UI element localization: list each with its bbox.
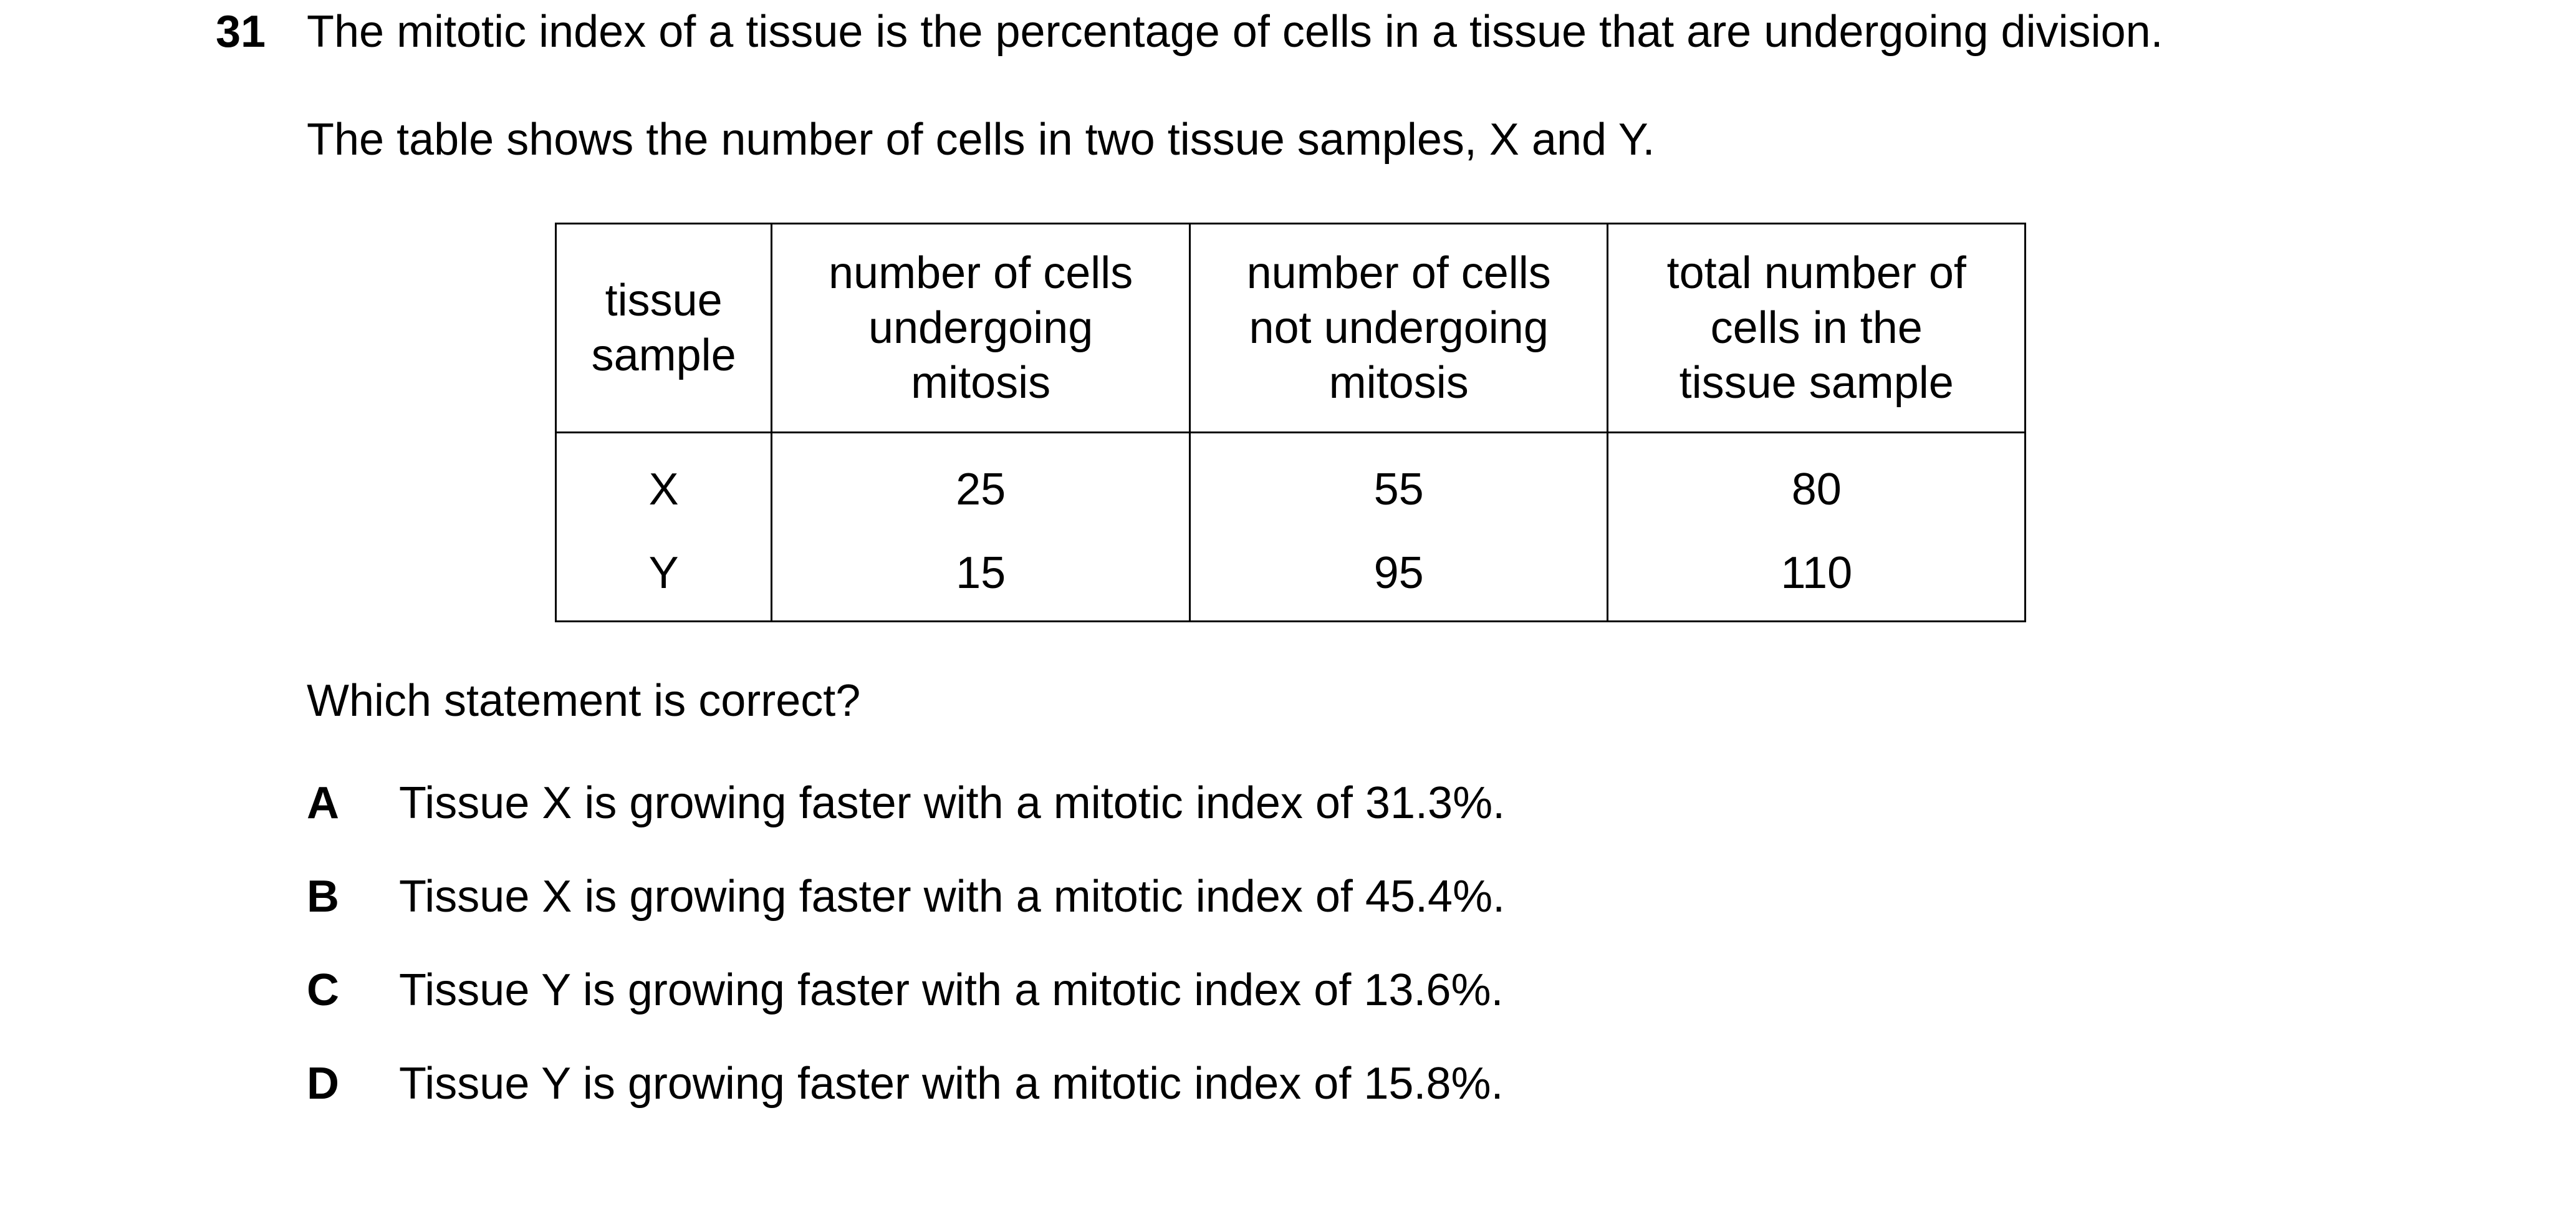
option-d: D Tissue Y is growing faster with a mitot…: [307, 1058, 1504, 1109]
header-line: sample: [591, 330, 736, 380]
option-text: Tissue X is growing faster with a mitoti…: [399, 872, 1506, 922]
table-cell-not-undergoing: 95: [1188, 546, 1609, 622]
option-a: A Tissue X is growing faster with a mitot…: [307, 778, 1505, 829]
header-line: cells in the: [1710, 303, 1923, 353]
option-letter: D: [307, 1059, 339, 1109]
header-line: number of cells: [1246, 248, 1551, 298]
table-row: X 25 55 80: [554, 431, 2026, 546]
header-tissue-sample: tissue sample: [554, 223, 773, 433]
header-line: total number of: [1666, 248, 1966, 298]
header-line: mitosis: [911, 358, 1051, 408]
table-cell-sample: X: [554, 431, 773, 546]
question-number: 31: [216, 7, 266, 57]
option-text: Tissue Y is growing faster with a mitoti…: [399, 1059, 1504, 1109]
question-intro: The table shows the number of cells in t…: [307, 115, 1655, 165]
header-line: not undergoing: [1249, 303, 1549, 353]
header-total-cells: total number of cells in the tissue samp…: [1607, 223, 2026, 433]
option-letter: B: [307, 872, 339, 922]
table-cell-undergoing: 15: [771, 546, 1191, 622]
header-line: number of cells: [829, 248, 1133, 298]
option-letter: A: [307, 778, 339, 828]
table-cell-total: 80: [1607, 431, 2026, 546]
cell-count-table: tissue sample number of cells undergoing…: [554, 223, 2026, 622]
header-line: mitosis: [1329, 358, 1469, 408]
option-c: C Tissue Y is growing faster with a mitot…: [307, 965, 1504, 1016]
table-cell-total: 110: [1607, 546, 2026, 622]
header-line: undergoing: [868, 303, 1093, 353]
option-text: Tissue X is growing faster with a mitoti…: [399, 778, 1506, 828]
header-line: tissue: [605, 276, 723, 325]
table-cell-undergoing: 25: [771, 431, 1191, 546]
option-b: B Tissue X is growing faster with a mitot…: [307, 871, 1505, 922]
table-row: Y 15 95 110: [554, 546, 2026, 622]
table-header-row: tissue sample number of cells undergoing…: [554, 223, 2026, 433]
table-cell-not-undergoing: 55: [1188, 431, 1609, 546]
header-not-undergoing-mitosis: number of cells not undergoing mitosis: [1188, 223, 1609, 433]
option-letter: C: [307, 965, 339, 1015]
question-prompt: Which statement is correct?: [307, 676, 861, 726]
table-cell-sample: Y: [554, 546, 773, 622]
header-undergoing-mitosis: number of cells undergoing mitosis: [771, 223, 1191, 433]
header-line: tissue sample: [1679, 358, 1954, 408]
option-text: Tissue Y is growing faster with a mitoti…: [399, 965, 1504, 1015]
question-stem: The mitotic index of a tissue is the per…: [307, 7, 2163, 57]
